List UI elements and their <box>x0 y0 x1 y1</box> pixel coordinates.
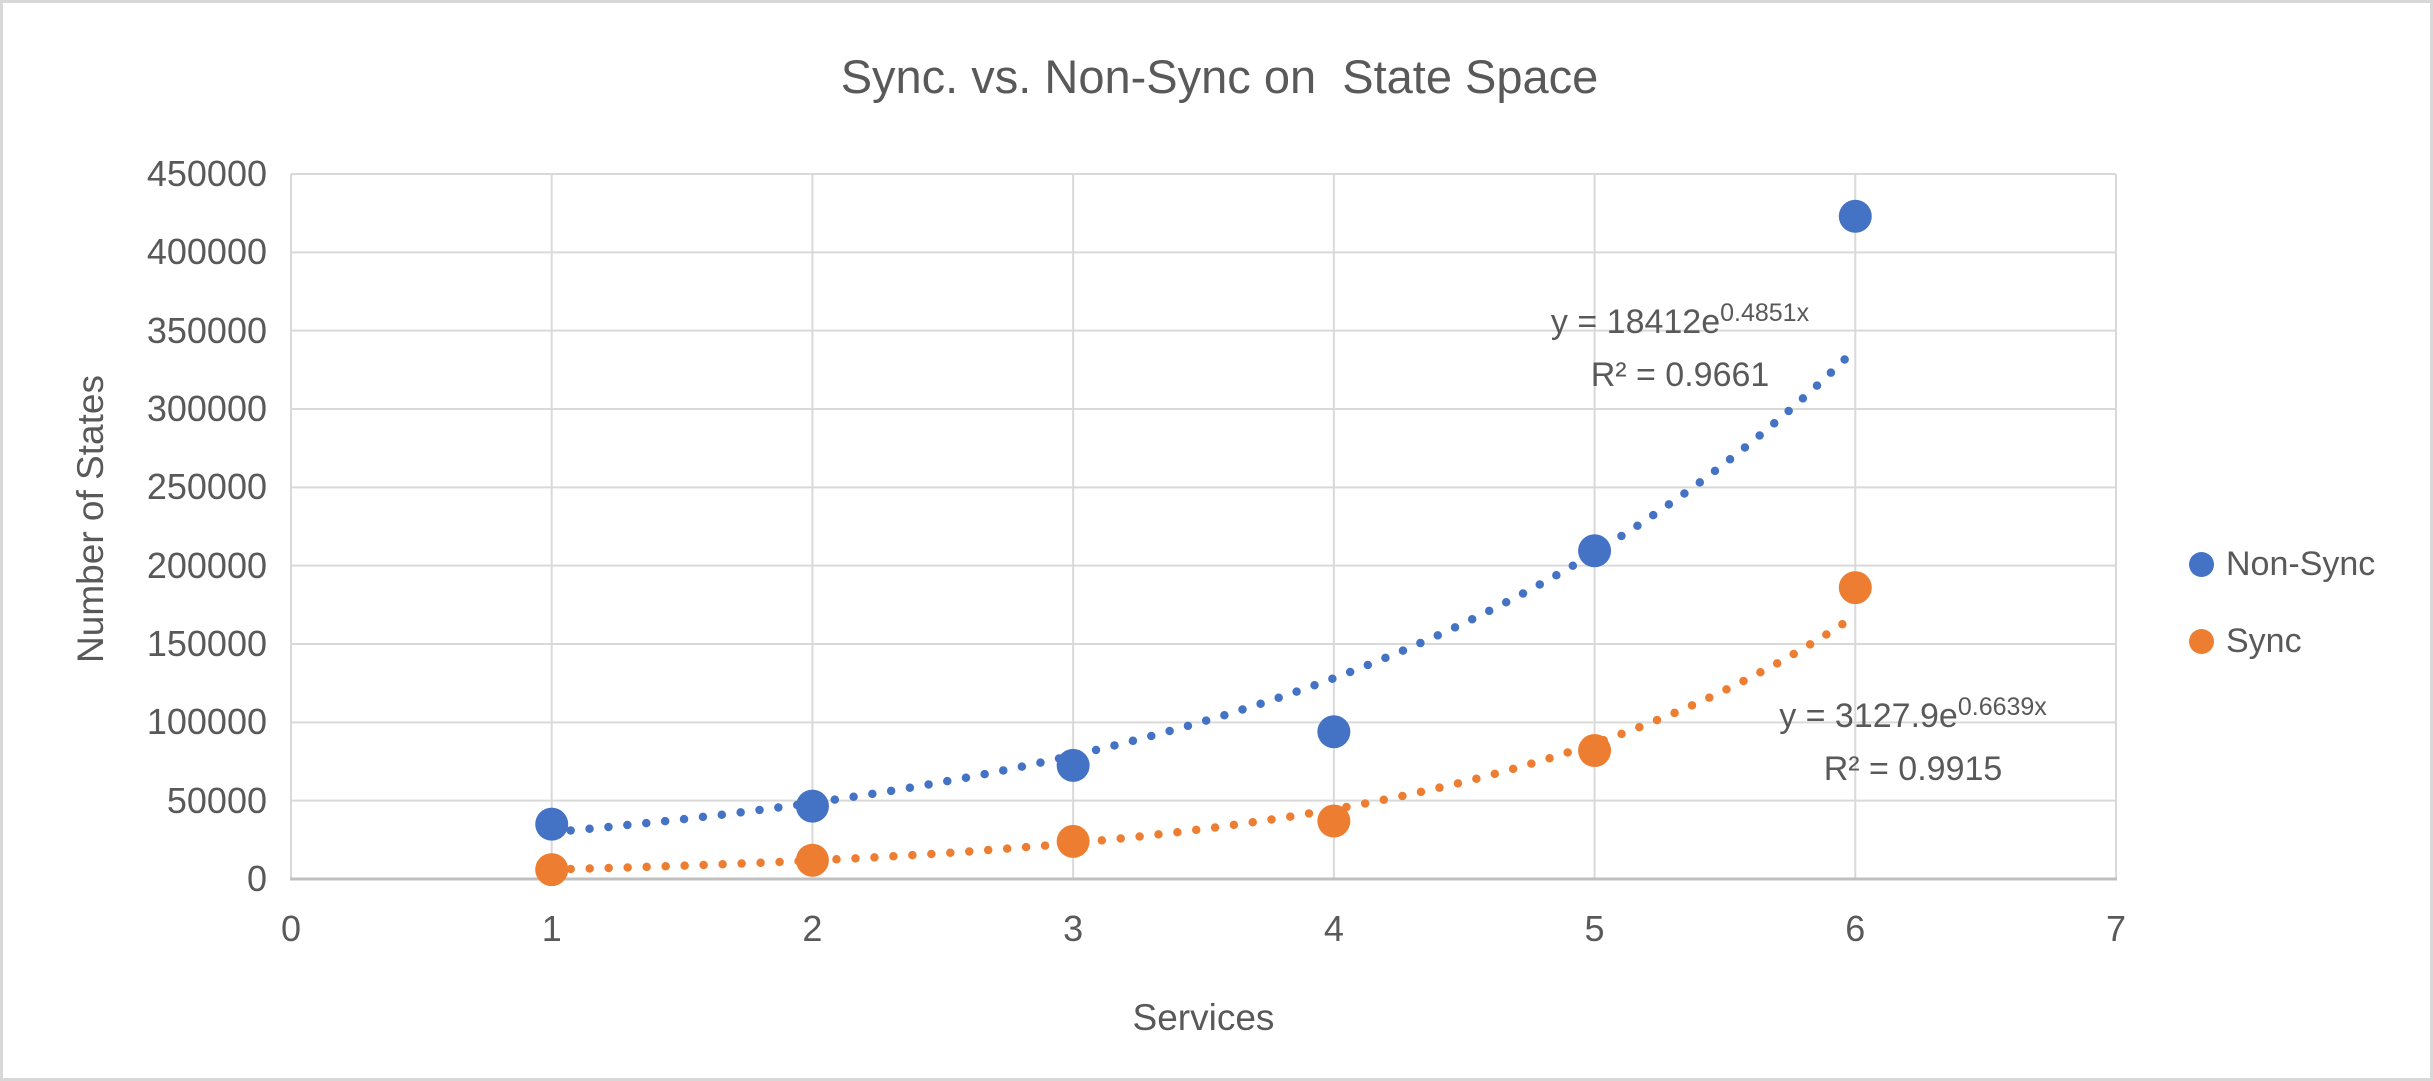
legend-label-non-sync: Non-Sync <box>2226 544 2376 583</box>
data-point-sync[interactable] <box>795 843 829 877</box>
x-tick-label: 4 <box>1323 908 1344 949</box>
data-point-sync[interactable] <box>535 853 569 887</box>
trendline-equation-nonsync-formula: y = 18412e0.4851x <box>1430 297 1930 350</box>
data-point-sync[interactable] <box>1317 804 1351 838</box>
y-tick-label: 0 <box>246 858 267 899</box>
y-tick-label: 150000 <box>146 623 267 664</box>
x-tick-label: 0 <box>280 908 302 949</box>
data-point-non-sync[interactable] <box>1578 534 1612 568</box>
equation-base: y = 18412e <box>1550 303 1721 341</box>
equation-exponent: 0.6639x <box>1957 693 2047 721</box>
y-tick-label: 50000 <box>166 779 267 821</box>
trendline-r-squared-nonsync: R² = 0.9661 <box>1590 356 1770 394</box>
y-tick-label: 250000 <box>146 466 267 508</box>
data-point-sync[interactable] <box>1578 734 1612 768</box>
data-point-non-sync[interactable] <box>1838 199 1872 233</box>
y-tick-label: 300000 <box>146 388 267 429</box>
data-point-non-sync[interactable] <box>535 807 569 841</box>
x-tick-label: 3 <box>1063 908 1084 949</box>
x-tick-label: 5 <box>1584 908 1605 949</box>
plot-area <box>290 173 2117 887</box>
data-point-non-sync[interactable] <box>1056 748 1090 782</box>
y-tick-label: 400000 <box>146 231 267 273</box>
x-tick-label: 2 <box>802 908 823 949</box>
x-tick-label: 1 <box>541 908 562 949</box>
y-tick-label: 350000 <box>146 309 267 351</box>
legend-marker-sync-icon <box>2189 628 2214 654</box>
legend-item-non-sync[interactable]: Non-Sync <box>2189 540 2375 588</box>
trendline-equation-nonsync: y = 18412e0.4851x R² = 0.9661 <box>1430 297 1930 400</box>
x-tick-label: 7 <box>2105 908 2127 949</box>
legend-marker-non-sync-icon <box>2189 551 2214 577</box>
y-tick-label: 450000 <box>146 153 267 194</box>
trendline-non-sync <box>547 344 1860 837</box>
y-axis-title: Number of States <box>70 375 111 663</box>
trendline-equation-sync-formula: y = 3127.9e0.6639x <box>1663 691 2163 744</box>
data-point-sync[interactable] <box>1056 824 1090 858</box>
x-axis-title: Services <box>1132 997 1275 1038</box>
equation-exponent: 0.4851x <box>1720 299 1810 327</box>
x-tick-label: 6 <box>1845 908 1866 949</box>
data-point-sync[interactable] <box>1838 571 1872 605</box>
equation-base: y = 3127.9e <box>1779 697 1958 735</box>
trendline-equation-sync: y = 3127.9e0.6639x R² = 0.9915 <box>1663 691 2163 794</box>
legend-label-sync: Sync <box>2226 621 2302 660</box>
data-point-non-sync[interactable] <box>795 789 829 823</box>
trendline-r-squared-sync: R² = 0.9915 <box>1823 750 2003 788</box>
trendline-sync <box>547 611 1860 874</box>
legend-item-sync[interactable]: Sync <box>2189 617 2302 665</box>
y-tick-label: 200000 <box>146 544 267 586</box>
chart-title: Sync. vs. Non-Sync on State Space <box>840 50 1599 103</box>
y-tick-label: 100000 <box>146 701 267 743</box>
data-point-non-sync[interactable] <box>1317 715 1351 749</box>
